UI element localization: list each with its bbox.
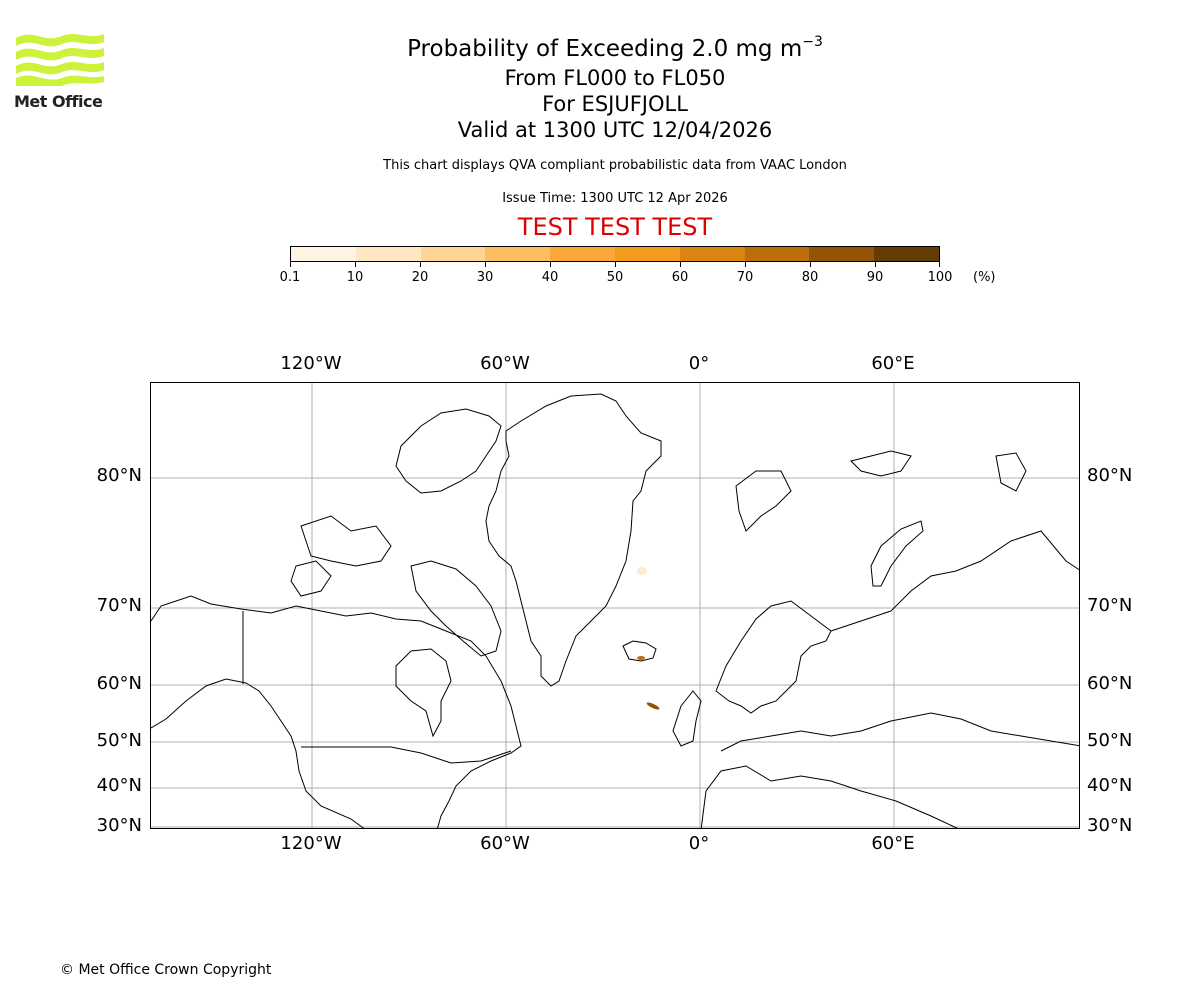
- chart-title-block: Probability of Exceeding 2.0 mg m−3 From…: [0, 26, 1200, 143]
- russia-north-coast: [830, 530, 1079, 632]
- colorbar-tick: [485, 262, 486, 267]
- north-america-outline: [151, 595, 522, 828]
- colorbar-segment: [291, 247, 356, 261]
- copyright: © Met Office Crown Copyright: [60, 962, 272, 978]
- colorbar-tick-label: 50: [606, 270, 624, 285]
- severnaya-zemlya: [995, 452, 1027, 492]
- volcano-name: For ESJUFJOLL: [542, 92, 688, 116]
- lon-label-bottom: 120°W: [280, 833, 342, 854]
- lon-label-bottom: 0°: [688, 833, 710, 854]
- colorbar-segment: [744, 247, 810, 261]
- colorbar-tick-label: 90: [866, 270, 884, 285]
- lon-label-top: 60°E: [871, 353, 915, 374]
- colorbar-ticks: [290, 262, 940, 268]
- colorbar-tick-label: 30: [476, 270, 494, 285]
- colorbar-tick-label: 70: [736, 270, 754, 285]
- lat-label-left: 40°N: [96, 775, 142, 796]
- map-panel[interactable]: [150, 382, 1080, 829]
- gridlines: [151, 383, 1079, 828]
- lat-label-right: 60°N: [1087, 673, 1133, 694]
- ellesmere-outline: [395, 408, 502, 494]
- iceland-outline: [622, 640, 657, 662]
- colorbar-tick-label: 100: [927, 270, 953, 285]
- ash-plumes: [637, 567, 660, 710]
- lat-label-right: 70°N: [1087, 595, 1133, 616]
- us-canada-border: [301, 746, 512, 764]
- plume-east-greenland: [637, 567, 647, 575]
- colorbar-tick: [420, 262, 421, 267]
- lat-label-left: 80°N: [96, 465, 142, 486]
- novaya-zemlya-outline: [870, 520, 924, 587]
- colorbar-tick-label: 10: [346, 270, 364, 285]
- arctic-islands: [300, 515, 392, 567]
- franz-josef-land: [850, 450, 912, 477]
- victoria-island: [290, 560, 332, 597]
- lon-label-bottom: 60°W: [480, 833, 530, 854]
- colorbar-segment: [355, 247, 421, 261]
- colorbar-segment: [679, 247, 745, 261]
- title-superscript: −3: [802, 34, 823, 50]
- eurasia-outline: [700, 712, 1079, 828]
- greenland-outline: [485, 393, 662, 687]
- colorbar-segment: [614, 247, 680, 261]
- colorbar-tick-label: 40: [541, 270, 559, 285]
- colorbar-segment: [485, 247, 551, 261]
- lat-label-right: 40°N: [1087, 775, 1133, 796]
- plume-iceland-se: [637, 656, 645, 660]
- colorbar-tick: [680, 262, 681, 267]
- baffin-outline: [410, 560, 502, 657]
- met-office-logo: Met Office: [14, 30, 106, 112]
- colorbar-tick: [615, 262, 616, 267]
- colorbar-segment: [874, 247, 939, 261]
- met-office-waves-icon: [16, 34, 104, 86]
- chart-title: Probability of Exceeding 2.0 mg m−3: [0, 26, 1200, 65]
- colorbar-tick-label: 20: [411, 270, 429, 285]
- colorbar-tick-label: 0.1: [279, 270, 301, 285]
- test-banner: TEST TEST TEST: [517, 213, 713, 241]
- colorbar-tick-label: 80: [801, 270, 819, 285]
- lat-label-left: 30°N: [96, 815, 142, 836]
- colorbar: [290, 246, 940, 262]
- lon-label-top: 60°W: [480, 353, 530, 374]
- colorbar-tick: [355, 262, 356, 267]
- colorbar-tick: [745, 262, 746, 267]
- lat-label-right: 80°N: [1087, 465, 1133, 486]
- colorbar-tick: [810, 262, 811, 267]
- lon-label-top: 0°: [688, 353, 710, 374]
- plume-south-iceland: [646, 702, 660, 710]
- lat-label-left: 70°N: [96, 595, 142, 616]
- valid-time: Valid at 1300 UTC 12/04/2026: [457, 118, 773, 142]
- colorbar-tick: [939, 262, 940, 267]
- colorbar-tick-label: 60: [671, 270, 689, 285]
- lon-label-top: 120°W: [280, 353, 342, 374]
- colorbar-unit: (%): [973, 270, 996, 285]
- lat-label-left: 60°N: [96, 673, 142, 694]
- colorbar-tick: [875, 262, 876, 267]
- colorbar-segment: [550, 247, 615, 261]
- lat-label-right: 30°N: [1087, 815, 1133, 836]
- flight-levels: From FL000 to FL050: [504, 66, 726, 90]
- colorbar-segment: [420, 247, 486, 261]
- colorbar-tick: [290, 262, 291, 267]
- map-canvas: [151, 383, 1079, 828]
- colorbar-segment: [809, 247, 875, 261]
- uk-outline: [672, 690, 702, 747]
- title-main: Probability of Exceeding 2.0 mg m: [407, 36, 803, 62]
- coastlines: [151, 393, 1079, 828]
- scandinavia-outline: [715, 600, 832, 714]
- svalbard-outline: [735, 470, 792, 532]
- issue-time: Issue Time: 1300 UTC 12 Apr 2026: [502, 191, 728, 206]
- description: This chart displays QVA compliant probab…: [383, 158, 847, 173]
- logo-text: Met Office: [14, 92, 103, 111]
- lat-label-left: 50°N: [96, 730, 142, 751]
- lat-label-right: 50°N: [1087, 730, 1133, 751]
- colorbar-tick: [550, 262, 551, 267]
- lon-label-bottom: 60°E: [871, 833, 915, 854]
- hudson-bay: [395, 648, 452, 738]
